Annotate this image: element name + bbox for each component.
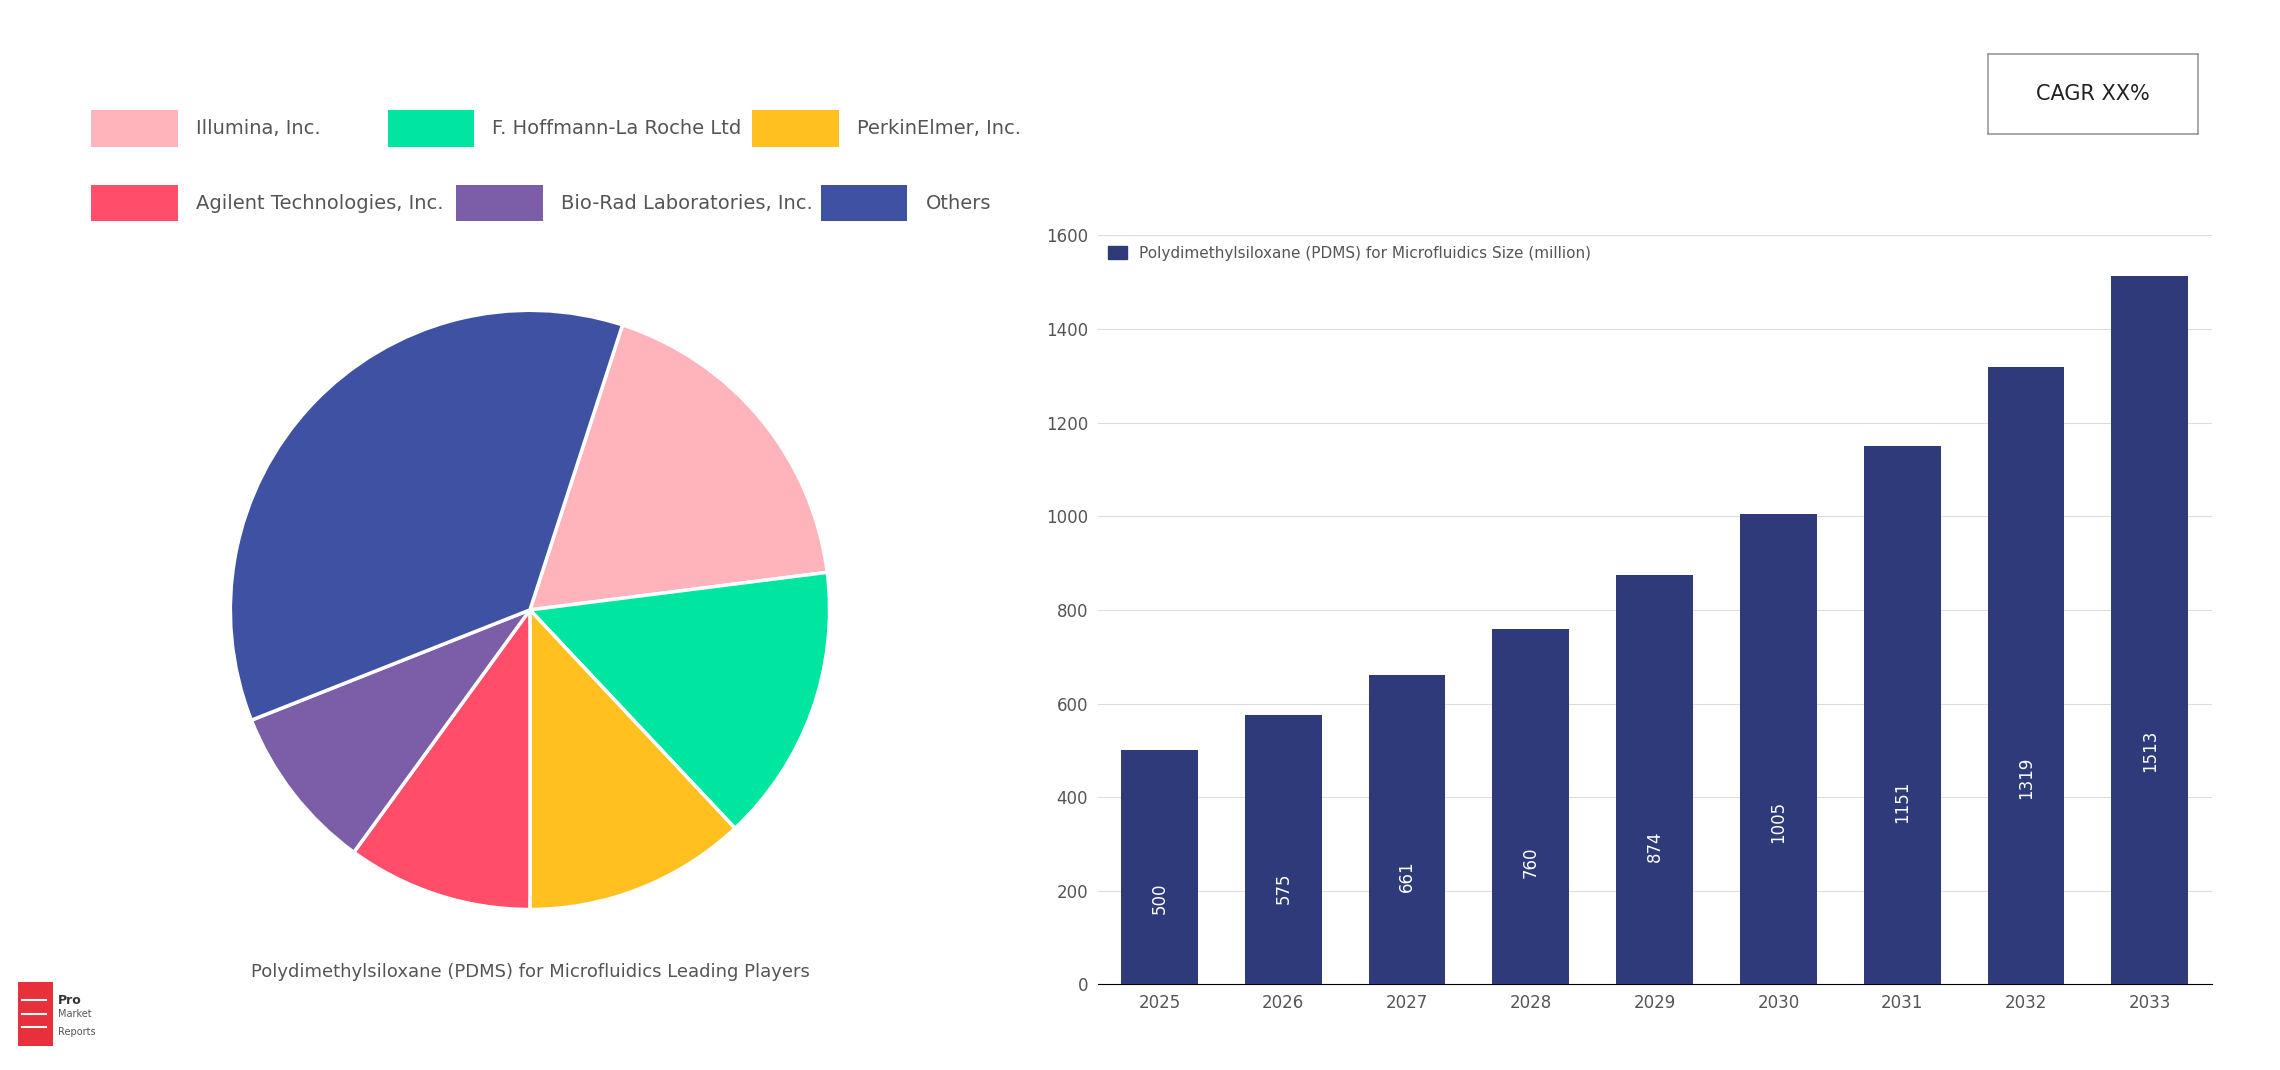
Wedge shape [529, 572, 830, 828]
Bar [1245, 715, 1322, 984]
Bar [2111, 276, 2189, 984]
Text: 661: 661 [1398, 860, 1416, 891]
Text: Reports: Reports [59, 1027, 96, 1037]
Wedge shape [529, 325, 828, 610]
Text: 1513: 1513 [2141, 730, 2159, 771]
FancyBboxPatch shape [18, 982, 52, 1045]
Bar [1617, 576, 1694, 984]
Text: Agilent Technologies, Inc.: Agilent Technologies, Inc. [196, 194, 445, 213]
Legend: Polydimethylsiloxane (PDMS) for Microfluidics Size (million): Polydimethylsiloxane (PDMS) for Microflu… [1106, 243, 1594, 264]
Wedge shape [230, 310, 622, 720]
Wedge shape [251, 610, 529, 853]
Text: Others: Others [926, 194, 992, 213]
Bar [1368, 675, 1446, 984]
Text: Polydimethylsiloxane (PDMS) for Microfluidics Leading Players: Polydimethylsiloxane (PDMS) for Microflu… [251, 963, 809, 981]
Text: 874: 874 [1646, 830, 1664, 861]
Text: Illumina, Inc.: Illumina, Inc. [196, 119, 321, 138]
Wedge shape [529, 610, 734, 910]
Bar [1740, 514, 1817, 984]
Text: F. Hoffmann-La Roche Ltd: F. Hoffmann-La Roche Ltd [492, 119, 741, 138]
Text: 575: 575 [1275, 872, 1293, 904]
Text: Pro: Pro [59, 994, 82, 1007]
Text: PerkinElmer, Inc.: PerkinElmer, Inc. [857, 119, 1021, 138]
Text: Bio-Rad Laboratories, Inc.: Bio-Rad Laboratories, Inc. [561, 194, 812, 213]
Bar [1493, 628, 1569, 984]
Text: 1151: 1151 [1892, 780, 1911, 823]
Text: Market: Market [59, 1009, 91, 1019]
Text: 1005: 1005 [1769, 801, 1788, 843]
Wedge shape [353, 610, 529, 910]
Text: 760: 760 [1521, 846, 1539, 877]
Text: 500: 500 [1151, 883, 1167, 914]
Bar [1988, 367, 2063, 984]
Text: 1319: 1319 [2018, 756, 2036, 799]
Text: CAGR XX%: CAGR XX% [2036, 83, 2150, 104]
Bar [1122, 750, 1197, 984]
Bar [1863, 445, 1940, 984]
